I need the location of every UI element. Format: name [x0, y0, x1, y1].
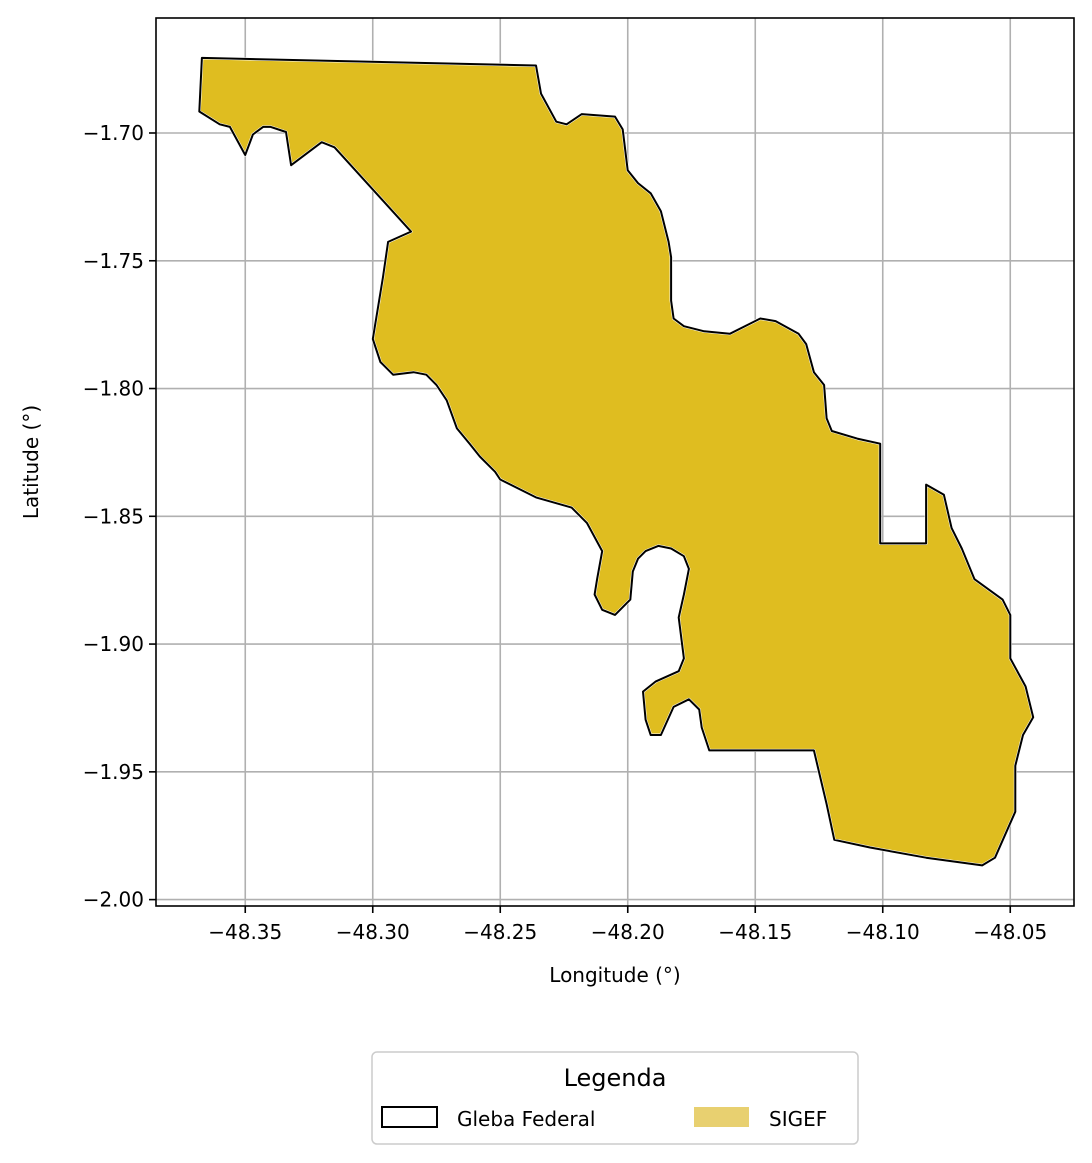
y-tick-label: −1.85	[83, 504, 144, 528]
y-tick-label: −2.00	[83, 888, 144, 912]
plot-frame	[155, 17, 1075, 907]
legend-label-sigef: SIGEF	[769, 1107, 827, 1131]
x-axis-label: Longitude (°)	[549, 963, 680, 987]
legend-swatch-sigef	[694, 1107, 749, 1127]
y-tick-label: −1.90	[83, 632, 144, 656]
gleba-federal-outline	[198, 56, 1035, 867]
y-tick-label: −1.75	[83, 249, 144, 273]
x-tick-label: −48.05	[973, 920, 1047, 944]
y-tick-label: −1.95	[83, 760, 144, 784]
x-tick-label: −48.20	[591, 920, 665, 944]
legend-title: Legenda	[564, 1064, 667, 1092]
y-axis-label: Latitude (°)	[19, 405, 43, 519]
y-tick-label: −1.70	[83, 121, 144, 145]
x-tick-label: −48.25	[463, 920, 537, 944]
legend-swatch-gleba-federal	[381, 1106, 438, 1128]
y-tick-label: −1.80	[83, 377, 144, 401]
y-axis-ticks: −1.70 −1.75 −1.80 −1.85 −1.90 −1.95 −2.00	[83, 121, 156, 912]
x-tick-label: −48.35	[208, 920, 282, 944]
x-tick-label: −48.30	[336, 920, 410, 944]
legend: Legenda Gleba Federal SIGEF	[371, 1051, 859, 1145]
x-axis-ticks: −48.35 −48.30 −48.25 −48.20 −48.15 −48.10 −48.…	[208, 906, 1047, 944]
x-tick-label: −48.10	[846, 920, 920, 944]
legend-label-gleba-federal: Gleba Federal	[457, 1107, 595, 1131]
x-tick-label: −48.15	[718, 920, 792, 944]
